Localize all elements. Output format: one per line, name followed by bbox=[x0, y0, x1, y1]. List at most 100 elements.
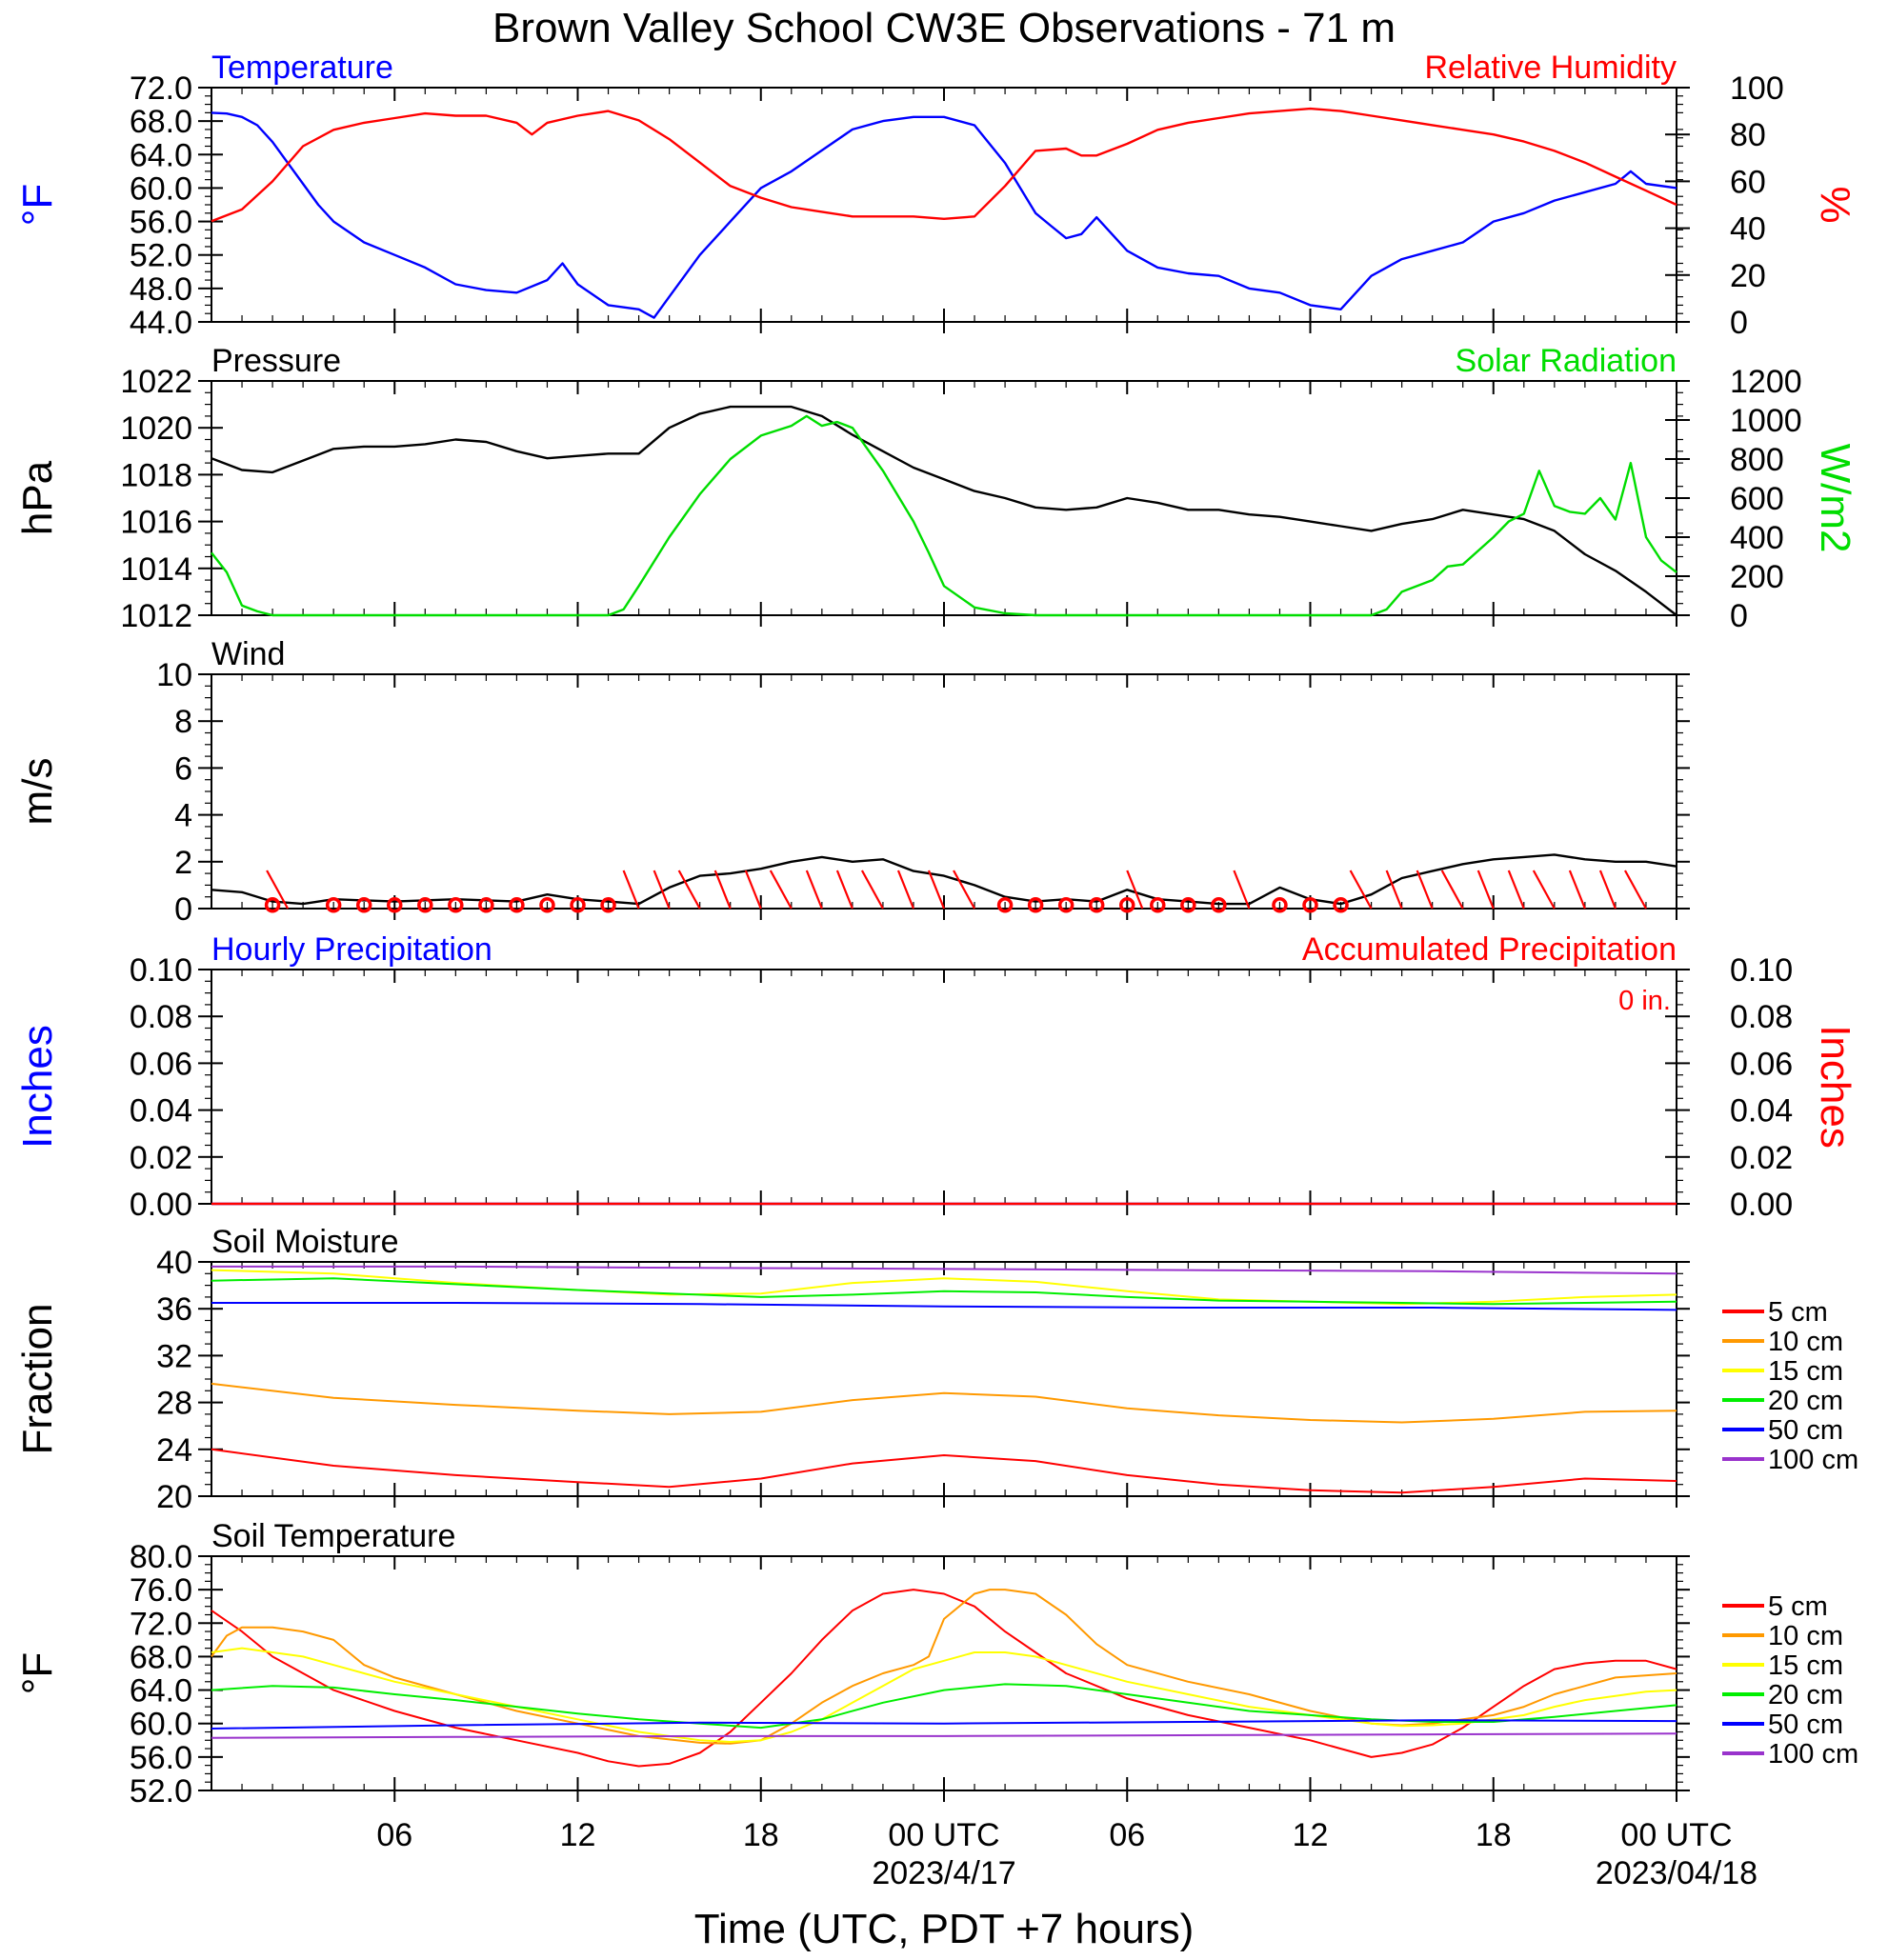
y-tick-label-right: 0.06 bbox=[1730, 1046, 1793, 1082]
y-axis-label-left: hPa bbox=[14, 460, 61, 535]
wind-barb bbox=[653, 870, 671, 910]
y-tick-label-left: 0 bbox=[174, 891, 192, 928]
y-tick-label-left: 68.0 bbox=[130, 1639, 192, 1675]
legend-label-4: 20 cm bbox=[1768, 1680, 1843, 1710]
y-tick-label-right: 1000 bbox=[1730, 403, 1802, 439]
calm-wind-circle bbox=[1211, 897, 1227, 913]
time-tick-label: 06 bbox=[376, 1817, 412, 1853]
series-line-6-6 bbox=[211, 1732, 1677, 1739]
wind-barb bbox=[1126, 870, 1144, 910]
y-axis-label-right: % bbox=[1812, 186, 1858, 223]
y-tick-label-left: 28 bbox=[156, 1386, 192, 1422]
panels: 44.048.052.056.060.064.068.072.002040608… bbox=[14, 50, 1858, 1810]
calm-wind-circle bbox=[417, 897, 433, 913]
wind-barb bbox=[1440, 870, 1464, 910]
wind-barb bbox=[1349, 870, 1373, 910]
y-tick-label-left: 60.0 bbox=[130, 170, 192, 207]
calm-wind-circle bbox=[355, 897, 372, 913]
y-tick-label-left: 24 bbox=[156, 1432, 192, 1469]
series-line-6-5 bbox=[211, 1719, 1677, 1730]
series-line-5-4 bbox=[211, 1277, 1677, 1306]
wind-barb bbox=[1416, 870, 1434, 910]
wind-barb bbox=[266, 870, 290, 910]
y-tick-label-left: 1020 bbox=[120, 410, 192, 447]
series-line-5-5 bbox=[211, 1302, 1677, 1311]
y-tick-label-left: 68.0 bbox=[130, 104, 192, 140]
legend-label-2: 10 cm bbox=[1768, 1621, 1843, 1651]
time-tick-label: 00 UTC bbox=[888, 1817, 999, 1853]
y-tick-label-left: 0.02 bbox=[130, 1140, 192, 1176]
y-tick-label-left: 56.0 bbox=[130, 1740, 192, 1776]
panel-title-left: Hourly Precipitation bbox=[211, 931, 492, 968]
y-tick-label-left: 1014 bbox=[120, 551, 192, 588]
y-tick-label-right: 60 bbox=[1730, 164, 1766, 200]
calm-wind-circle bbox=[387, 897, 403, 913]
y-tick-label-left: 52.0 bbox=[130, 1773, 192, 1810]
series-line-1-1 bbox=[211, 111, 1677, 319]
y-tick-label-left: 1012 bbox=[120, 598, 192, 634]
plot-frame bbox=[211, 1261, 1677, 1497]
panel-title-left: Soil Temperature bbox=[211, 1518, 455, 1554]
legend-label-3: 15 cm bbox=[1768, 1356, 1843, 1387]
y-tick-label-right: 0 bbox=[1730, 598, 1748, 634]
legend-label-1: 5 cm bbox=[1768, 1591, 1828, 1622]
panel-2: 1012 1014 1016 1018 1020 1022 0200400600800100… bbox=[14, 343, 1858, 634]
panel-title-left: Pressure bbox=[211, 343, 341, 379]
wind-barb bbox=[744, 870, 762, 910]
y-axis-label-left: Fraction bbox=[14, 1304, 61, 1455]
y-tick-label-left: 56.0 bbox=[130, 205, 192, 241]
time-tick-label: 18 bbox=[1476, 1817, 1512, 1853]
y-tick-label-left: 0.06 bbox=[130, 1046, 192, 1082]
wind-barb bbox=[1623, 870, 1647, 910]
wind-barb bbox=[1385, 870, 1403, 910]
y-tick-label-left: 8 bbox=[174, 704, 192, 740]
y-axis-label-left: °F bbox=[14, 1652, 61, 1694]
calm-wind-circle bbox=[539, 897, 555, 913]
y-tick-label-left: 6 bbox=[174, 750, 192, 787]
calm-wind-circle bbox=[570, 897, 586, 913]
legend-label-1: 5 cm bbox=[1768, 1297, 1828, 1328]
legend-label-6: 100 cm bbox=[1768, 1739, 1858, 1770]
plot-frame bbox=[211, 380, 1677, 616]
calm-wind-circle bbox=[1302, 897, 1318, 913]
panel-title-left: Temperature bbox=[211, 50, 393, 86]
date-label: 2023/4/17 bbox=[872, 1855, 1015, 1891]
y-tick-label-right: 400 bbox=[1730, 520, 1784, 556]
calm-wind-circle bbox=[1272, 897, 1288, 913]
series-line-5-1 bbox=[211, 1448, 1677, 1494]
calm-wind-circle bbox=[1150, 897, 1166, 913]
y-tick-label-right: 0.08 bbox=[1730, 999, 1793, 1035]
y-tick-label-left: 40 bbox=[156, 1245, 192, 1281]
y-tick-label-left: 52.0 bbox=[130, 238, 192, 274]
y-tick-label-left: 76.0 bbox=[130, 1572, 192, 1609]
date-label: 2023/04/18 bbox=[1596, 1855, 1757, 1891]
precip-total-annotation: 0 in. bbox=[1618, 986, 1671, 1016]
series-line-3-1 bbox=[211, 853, 1677, 906]
series-line-2-2 bbox=[211, 414, 1677, 617]
y-axis-label-left: m/s bbox=[14, 758, 61, 826]
panel-title-left: Soil Moisture bbox=[211, 1224, 399, 1260]
chart-title: Brown Valley School CW3E Observations - … bbox=[492, 5, 1396, 51]
y-tick-label-left: 20 bbox=[156, 1479, 192, 1515]
y-tick-label-left: 60.0 bbox=[130, 1707, 192, 1743]
y-tick-label-left: 1018 bbox=[120, 457, 192, 493]
y-tick-label-right: 100 bbox=[1730, 70, 1784, 107]
wind-barb bbox=[1568, 870, 1586, 910]
plot-frame bbox=[211, 969, 1677, 1205]
series-line-6-3 bbox=[211, 1647, 1677, 1743]
y-tick-label-right: 200 bbox=[1730, 559, 1784, 595]
y-tick-label-right: 80 bbox=[1730, 117, 1766, 153]
series-line-5-2 bbox=[211, 1382, 1677, 1424]
panel-title-right: Accumulated Precipitation bbox=[1302, 931, 1677, 968]
y-tick-label-left: 1016 bbox=[120, 505, 192, 541]
calm-wind-circle bbox=[600, 897, 616, 913]
series-line-2-1 bbox=[211, 405, 1677, 616]
calm-wind-circle bbox=[996, 897, 1014, 913]
y-tick-label-left: 44.0 bbox=[130, 305, 192, 341]
y-tick-label-left: 0.00 bbox=[130, 1187, 192, 1223]
y-tick-label-left: 0.10 bbox=[130, 952, 192, 989]
y-tick-label-right: 0.10 bbox=[1730, 952, 1793, 989]
legend-label-6: 100 cm bbox=[1768, 1445, 1858, 1475]
